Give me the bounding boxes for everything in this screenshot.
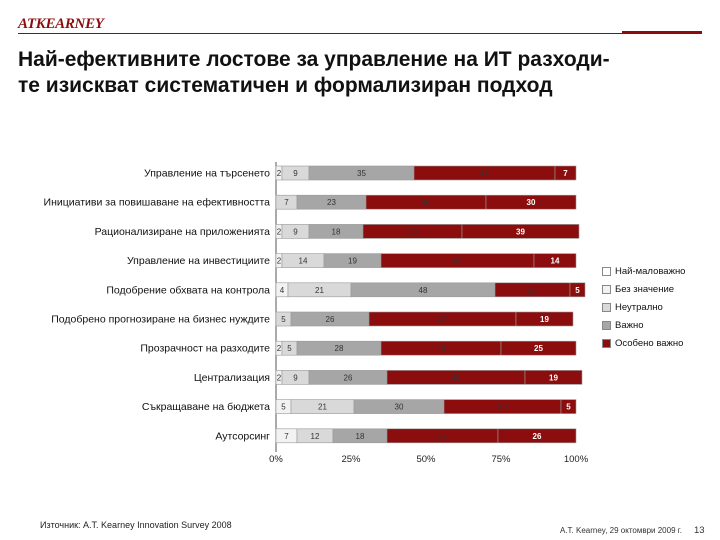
segment-value-label: 21 bbox=[318, 403, 327, 412]
segment-value-label: 26 bbox=[344, 373, 353, 382]
legend-item: Особено важно bbox=[602, 334, 712, 352]
segment-value-label: 9 bbox=[293, 227, 298, 236]
source-note: Източник: A.T. Kearney Innovation Survey… bbox=[40, 520, 232, 530]
slide-title: Най-ефективните лостове за управление на… bbox=[18, 47, 708, 99]
segment-value-label: 5 bbox=[281, 315, 286, 324]
segment-value-label: 21 bbox=[315, 286, 324, 295]
x-tick-label: 25% bbox=[341, 454, 361, 465]
stacked-bar-chart: Управление на търсенето 2 9 35 47 7Инициативи… bbox=[44, 162, 589, 465]
footer-date: A.T. Kearney, 29 октомври 2009 г. bbox=[560, 526, 682, 535]
segment-value-label: 2 bbox=[277, 257, 282, 266]
segment-value-label: 2 bbox=[277, 169, 282, 178]
bar-segment bbox=[560, 399, 577, 414]
segment-value-label: 47 bbox=[480, 169, 489, 178]
kearney-logo: ATKEARNEY bbox=[18, 16, 104, 32]
category-label: Инициативи за повишаване на ефективностт… bbox=[44, 197, 271, 209]
x-tick-label: 75% bbox=[491, 454, 511, 465]
bar-segment bbox=[524, 370, 583, 385]
slide-title-line2: те изискват систематичен и формализиран … bbox=[18, 74, 553, 97]
segment-value-label: 49 bbox=[438, 315, 447, 324]
segment-value-label: 7 bbox=[563, 169, 568, 178]
legend-swatch bbox=[602, 302, 611, 312]
segment-value-label: 4 bbox=[280, 286, 285, 295]
bar-segment bbox=[533, 253, 577, 268]
segment-value-label: 46 bbox=[452, 373, 461, 382]
category-label: Управление на инвестициите bbox=[127, 255, 270, 267]
legend-swatch bbox=[602, 320, 611, 330]
bar-segment bbox=[500, 340, 577, 356]
segment-value-label: 2 bbox=[277, 373, 282, 382]
category-label: Централизация bbox=[194, 372, 270, 384]
legend-label: Най-маловажно bbox=[615, 265, 686, 277]
segment-value-label: 5 bbox=[566, 403, 571, 412]
segment-value-label: 39 bbox=[498, 403, 507, 412]
segment-value-label: 37 bbox=[438, 432, 447, 441]
segment-value-label: 39 bbox=[516, 227, 525, 236]
header-divider-accent bbox=[622, 31, 702, 34]
chart-legend: Най-маловажно Без значение Неутрално Важно О… bbox=[602, 262, 712, 352]
category-label: Прозрачност на разходите bbox=[140, 343, 270, 355]
segment-value-label: 51 bbox=[453, 257, 462, 266]
category-label: Подобрение обхвата на контрола bbox=[106, 284, 270, 296]
segment-value-label: 19 bbox=[540, 315, 549, 324]
x-tick-label: 50% bbox=[416, 454, 436, 465]
segment-value-label: 5 bbox=[287, 344, 292, 353]
segment-value-label: 40 bbox=[437, 344, 446, 353]
bar-segment bbox=[461, 224, 580, 239]
segment-value-label: 2 bbox=[277, 344, 282, 353]
legend-swatch bbox=[602, 284, 611, 294]
x-tick-label: 100% bbox=[564, 454, 589, 465]
segment-value-label: 19 bbox=[348, 257, 357, 266]
legend-label: Важно bbox=[615, 319, 644, 331]
segment-value-label: 19 bbox=[549, 373, 558, 382]
segment-value-label: 48 bbox=[419, 286, 428, 295]
legend-label: Особено важно bbox=[615, 337, 684, 349]
segment-value-label: 30 bbox=[395, 403, 404, 412]
legend-item: Важно bbox=[602, 316, 712, 334]
segment-value-label: 5 bbox=[575, 286, 580, 295]
x-tick-label: 0% bbox=[269, 454, 283, 465]
legend-item: Без значение bbox=[602, 280, 712, 298]
page-number: 13 bbox=[694, 525, 705, 536]
segment-value-label: 25 bbox=[534, 344, 543, 353]
category-label: Съкращаване на бюджета bbox=[142, 401, 270, 413]
segment-value-label: 7 bbox=[284, 198, 289, 207]
category-label: Управление на търсенето bbox=[144, 168, 270, 180]
segment-value-label: 9 bbox=[293, 169, 298, 178]
legend-swatch bbox=[602, 338, 611, 348]
segment-value-label: 9 bbox=[293, 373, 298, 382]
category-label: Подобрено прогнозиране на бизнес нуждите bbox=[51, 314, 270, 326]
segment-value-label: 25 bbox=[528, 286, 537, 295]
category-label: Рационализиране на приложенията bbox=[95, 226, 271, 238]
legend-label: Неутрално bbox=[615, 301, 663, 313]
segment-value-label: 18 bbox=[356, 432, 365, 441]
slide-title-line1: Най-ефективните лостове за управление на… bbox=[18, 48, 610, 71]
segment-value-label: 7 bbox=[284, 432, 289, 441]
bar-segment bbox=[497, 428, 577, 444]
bar-segment bbox=[569, 282, 586, 298]
segment-value-label: 14 bbox=[551, 257, 560, 266]
bar-segment bbox=[485, 194, 577, 210]
bar-segment bbox=[515, 311, 574, 327]
segment-value-label: 26 bbox=[326, 315, 335, 324]
segment-value-label: 40 bbox=[422, 198, 431, 207]
legend-item: Най-маловажно bbox=[602, 262, 712, 280]
segment-value-label: 28 bbox=[335, 344, 344, 353]
legend-item: Неутрално bbox=[602, 298, 712, 316]
legend-label: Без значение bbox=[615, 283, 675, 295]
legend-swatch bbox=[602, 266, 611, 276]
header-divider bbox=[18, 33, 702, 34]
segment-value-label: 2 bbox=[277, 227, 282, 236]
segment-value-label: 18 bbox=[332, 227, 341, 236]
category-label: Аутсорсинг bbox=[215, 430, 270, 442]
segment-value-label: 33 bbox=[408, 227, 417, 236]
segment-value-label: 12 bbox=[311, 432, 320, 441]
segment-value-label: 5 bbox=[281, 403, 286, 412]
segment-value-label: 23 bbox=[327, 198, 336, 207]
bar-segment bbox=[554, 165, 577, 181]
segment-value-label: 14 bbox=[299, 257, 308, 266]
segment-value-label: 35 bbox=[357, 169, 366, 178]
segment-value-label: 30 bbox=[527, 198, 536, 207]
segment-value-label: 26 bbox=[533, 432, 542, 441]
